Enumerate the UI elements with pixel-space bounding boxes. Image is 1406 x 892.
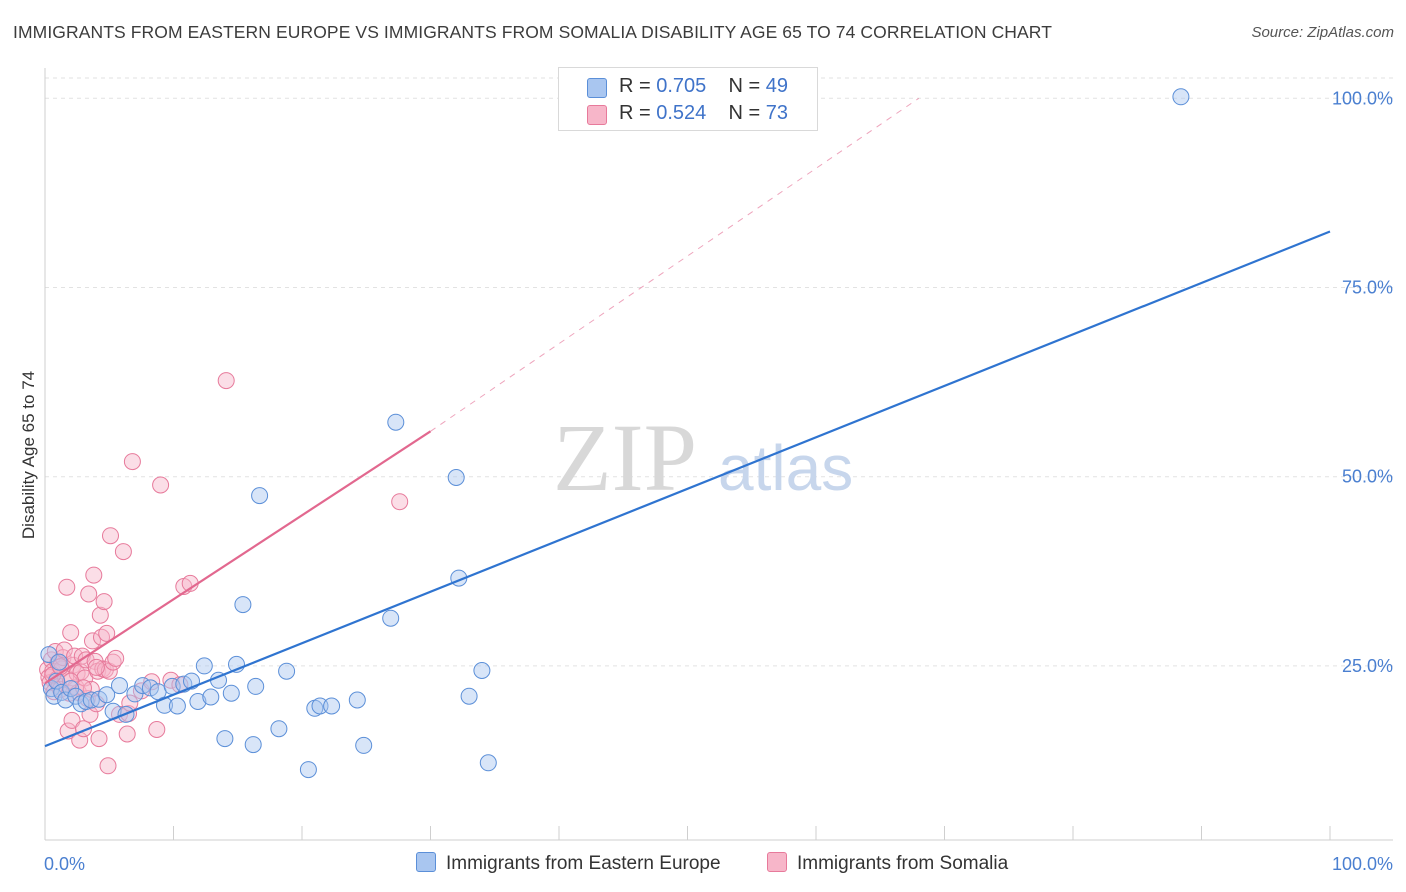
stats-legend: R = 0.705 N = 49 R = 0.524 N = 73 — [558, 67, 818, 131]
somalia-point — [58, 578, 76, 596]
legend-n-value: 49 — [765, 75, 789, 97]
bottom-legend-eastern-europe: Immigrants from Eastern Europe — [416, 852, 721, 875]
eastern-europe-point — [98, 686, 116, 704]
grid-lines — [45, 77, 1393, 667]
somalia-point — [99, 757, 117, 775]
trend-lines — [44, 97, 1331, 748]
legend-r-value: 0.524 — [656, 102, 707, 124]
eastern-europe-point — [348, 691, 366, 709]
somalia-point — [90, 730, 108, 748]
bottom-legend-swatch-pink — [767, 852, 787, 872]
somalia-trend-line-extension — [430, 97, 920, 432]
y-axis-label: Disability Age 65 to 74 — [19, 371, 38, 539]
somalia-point — [98, 624, 116, 642]
legend-r-value: 0.705 — [656, 75, 707, 97]
somalia-point — [143, 673, 161, 691]
eastern-europe-point — [323, 697, 341, 715]
eastern-europe-point — [247, 677, 265, 695]
eastern-europe-point — [460, 687, 478, 705]
somalia-point — [85, 566, 103, 584]
somalia-point — [114, 543, 132, 561]
legend-text-pink: R = 0.524 N = 73 — [619, 102, 788, 125]
x-tick-label-max: 100.0% — [1332, 854, 1393, 874]
somalia-point — [91, 606, 109, 624]
eastern-europe-point — [382, 609, 400, 627]
somalia-point — [63, 711, 81, 729]
eastern-europe-point — [53, 683, 71, 701]
eastern-europe-point — [251, 487, 269, 505]
eastern-europe-point — [1172, 88, 1190, 106]
y-tick-label: 75.0% — [1342, 277, 1393, 297]
bottom-legend-label-blue: Immigrants from Eastern Europe — [446, 853, 721, 874]
somalia-point — [84, 632, 101, 650]
chart-source: Source: ZipAtlas.com — [1251, 24, 1394, 41]
legend-text-blue: R = 0.705 N = 49 — [619, 75, 788, 98]
somalia-point — [148, 721, 166, 738]
y-tick-label: 50.0% — [1342, 467, 1393, 487]
y-tick-labels: 25.0% 50.0% 75.0% 100.0% — [1332, 88, 1393, 676]
somalia-point — [123, 453, 141, 471]
somalia-point — [152, 476, 170, 494]
legend-n-label: N = — [728, 102, 766, 124]
somalia-point — [107, 649, 125, 667]
y-tick-label: 100.0% — [1332, 88, 1393, 108]
legend-n-value: 73 — [765, 102, 789, 124]
somalia-trend-line — [44, 430, 432, 685]
watermark-zip: ZIP — [553, 404, 697, 511]
eastern-europe-point — [50, 653, 68, 671]
legend-n-label: N = — [728, 75, 766, 97]
eastern-europe-point — [311, 697, 329, 715]
bottom-legend-swatch-blue — [416, 852, 436, 872]
eastern-europe-point — [222, 684, 240, 702]
eastern-europe-point — [141, 679, 159, 697]
x-ticks — [44, 826, 1331, 840]
somalia-point — [391, 493, 409, 511]
somalia-point — [80, 585, 98, 603]
eastern-europe-point — [270, 720, 288, 738]
eastern-europe-point — [447, 469, 465, 486]
somalia-points — [39, 372, 409, 775]
eastern-europe-point — [202, 688, 220, 706]
somalia-point — [162, 671, 180, 689]
eastern-europe-point — [195, 657, 213, 675]
bottom-legend-somalia: Immigrants from Somalia — [767, 852, 1008, 875]
y-tick-label: 25.0% — [1342, 656, 1393, 676]
somalia-point — [102, 527, 119, 545]
legend-r-label: R = — [619, 102, 657, 124]
eastern-europe-point — [278, 662, 296, 680]
somalia-point — [217, 372, 235, 390]
somalia-point — [121, 694, 139, 712]
eastern-europe-point — [387, 413, 405, 431]
eastern-europe-point — [244, 736, 262, 754]
eastern-europe-point — [189, 693, 207, 710]
bottom-legend-label-pink: Immigrants from Somalia — [797, 853, 1009, 874]
eastern-europe-trend-line — [44, 230, 1331, 748]
eastern-europe-point — [111, 677, 128, 695]
x-tick-label-min: 0.0% — [44, 854, 85, 874]
axes — [44, 68, 1393, 841]
somalia-point — [118, 725, 136, 743]
eastern-europe-point — [234, 596, 252, 614]
somalia-point — [95, 593, 113, 611]
legend-swatch-blue — [587, 78, 607, 98]
legend-swatch-pink — [587, 105, 607, 125]
eastern-europe-point — [216, 730, 234, 748]
legend-r-label: R = — [619, 75, 657, 97]
chart-title: IMMIGRANTS FROM EASTERN EUROPE VS IMMIGR… — [13, 22, 1053, 42]
somalia-point — [62, 624, 80, 642]
eastern-europe-point — [299, 761, 317, 779]
eastern-europe-point — [168, 697, 186, 715]
somalia-point — [87, 658, 105, 676]
eastern-europe-point — [473, 662, 491, 679]
eastern-europe-point — [479, 754, 497, 772]
eastern-europe-point — [355, 736, 373, 754]
